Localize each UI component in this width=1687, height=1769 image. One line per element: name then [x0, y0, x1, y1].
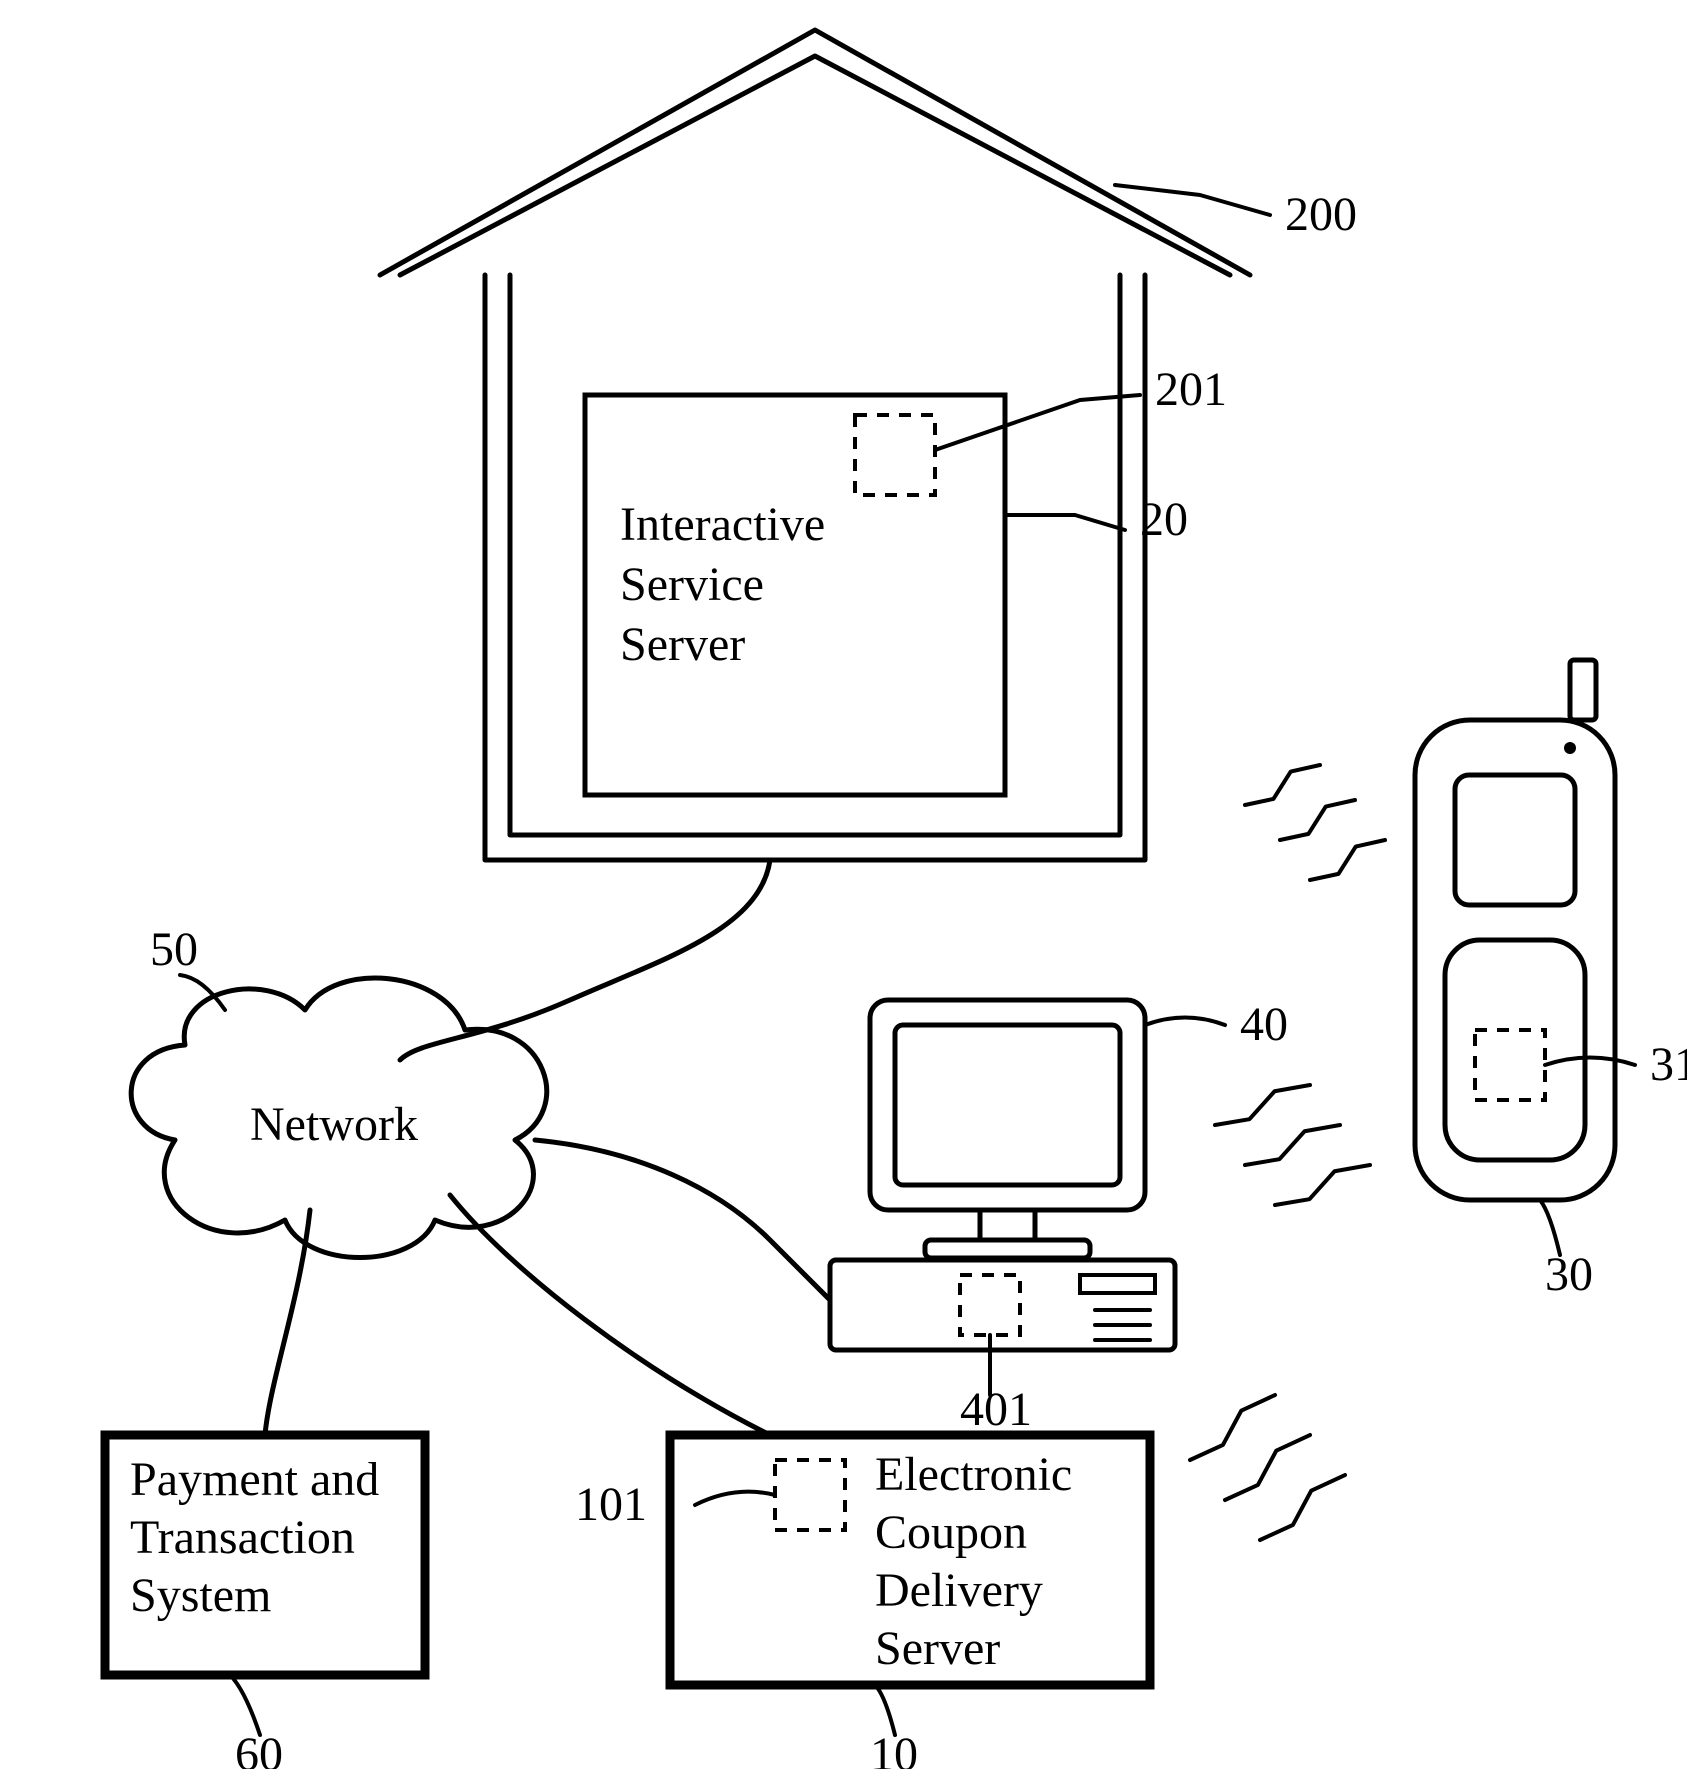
leader-201 — [935, 395, 1140, 450]
svg-text:Server: Server — [620, 618, 745, 671]
svg-text:Delivery: Delivery — [875, 1564, 1043, 1617]
ref-201: 201 — [1155, 363, 1227, 416]
svg-text:Transaction: Transaction — [130, 1511, 355, 1564]
wireless-link-2 — [1310, 840, 1385, 880]
wireless-link-0 — [1245, 765, 1320, 805]
computer-stand-neck — [980, 1210, 1035, 1240]
ref-10: 10 — [870, 1728, 918, 1769]
wireless-link-7 — [1225, 1435, 1310, 1500]
server-chip — [855, 415, 935, 495]
interactive-service-server-label: Interactive Service Server — [620, 498, 825, 671]
ref-40: 40 — [1240, 998, 1288, 1051]
svg-text:Interactive: Interactive — [620, 498, 825, 551]
computer-monitor — [870, 1000, 1145, 1210]
svg-text:Server: Server — [875, 1622, 1000, 1675]
coupon-chip — [775, 1460, 845, 1530]
leader-60 — [230, 1675, 260, 1735]
wireless-link-5 — [1275, 1165, 1370, 1205]
computer-stand-base — [925, 1240, 1090, 1258]
house-roof-outer — [380, 30, 1250, 275]
wired-link-0 — [400, 860, 770, 1060]
leader-20 — [1005, 515, 1125, 530]
computer-drive — [1080, 1275, 1155, 1293]
svg-text:Electronic: Electronic — [875, 1448, 1072, 1501]
wireless-link-6 — [1190, 1395, 1275, 1460]
computer-chip — [960, 1275, 1020, 1335]
ref-200: 200 — [1285, 188, 1357, 241]
phone-chip — [1475, 1030, 1545, 1100]
leader-40 — [1145, 1018, 1225, 1026]
wired-link-3 — [450, 1195, 770, 1435]
leader-101 — [695, 1492, 775, 1505]
svg-text:Coupon: Coupon — [875, 1506, 1027, 1559]
wireless-link-8 — [1260, 1475, 1345, 1540]
ref-31-301: 31, 301 — [1650, 1038, 1687, 1091]
ref-401: 401 — [960, 1383, 1032, 1436]
wired-link-1 — [535, 1140, 830, 1300]
payment-label: Payment andTransactionSystem — [130, 1453, 379, 1622]
phone-earpiece — [1564, 742, 1576, 754]
wireless-link-3 — [1215, 1085, 1310, 1125]
phone-antenna — [1570, 660, 1596, 720]
svg-text:System: System — [130, 1569, 271, 1622]
leader-30 — [1540, 1200, 1560, 1255]
wireless-link-4 — [1245, 1125, 1340, 1165]
leader-31 — [1545, 1058, 1635, 1066]
ref-50: 50 — [150, 923, 198, 976]
ref-101: 101 — [575, 1478, 647, 1531]
svg-text:Payment and: Payment and — [130, 1453, 379, 1506]
coupon-label: ElectronicCouponDeliveryServer — [875, 1448, 1072, 1675]
ref-30: 30 — [1545, 1248, 1593, 1301]
network-label: Network — [250, 1098, 418, 1151]
ref-20: 20 — [1140, 493, 1188, 546]
phone-screen — [1455, 775, 1575, 905]
house-roof-inner — [400, 56, 1230, 275]
wired-link-2 — [265, 1210, 310, 1435]
house-wall-inner — [510, 275, 1120, 835]
svg-text:Service: Service — [620, 558, 764, 611]
wireless-link-1 — [1280, 800, 1355, 840]
ref-60: 60 — [235, 1728, 283, 1769]
phone-keypad — [1445, 940, 1585, 1160]
computer-screen — [895, 1025, 1120, 1185]
